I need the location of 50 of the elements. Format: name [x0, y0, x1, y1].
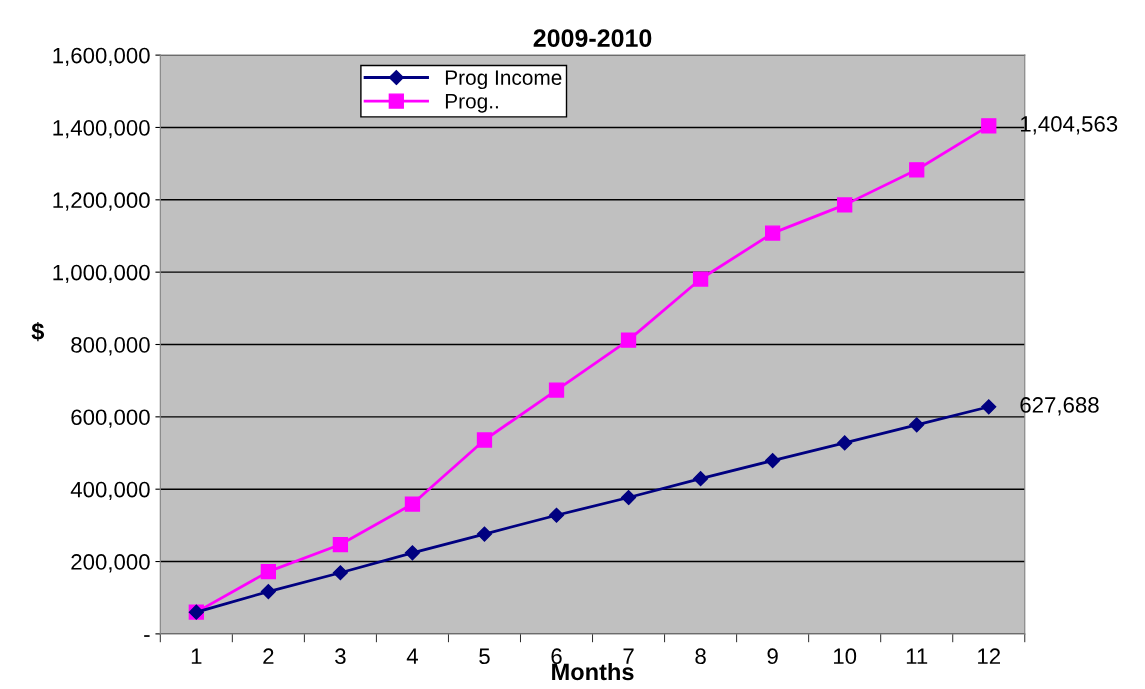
x-tick-label: 9 [767, 648, 778, 665]
point [548, 382, 565, 398]
y-tick-label: 800,000 [71, 337, 150, 356]
y-tick-label: 1,000,000 [53, 264, 150, 284]
x-tick-label: 6 [551, 648, 562, 665]
point [620, 489, 637, 506]
point [693, 471, 709, 487]
point [404, 545, 421, 561]
point [260, 583, 276, 600]
x-tick-label: 12 [978, 648, 1000, 664]
point [476, 432, 493, 448]
point [620, 332, 637, 348]
x-tick-label: 5 [479, 648, 490, 665]
point [260, 564, 276, 580]
point [548, 507, 565, 523]
point [332, 565, 348, 581]
legend-label: Prog.. [445, 94, 498, 113]
y-axis-title: $ [31, 322, 45, 342]
x-tick-label: 1 [191, 648, 202, 664]
y-tick-label: 400,000 [70, 481, 150, 501]
x-tick-label: 8 [695, 648, 706, 665]
point [909, 417, 925, 433]
y-tick-label: 1,400,000 [53, 120, 150, 139]
point [909, 162, 925, 178]
point [765, 453, 781, 469]
point [692, 271, 709, 287]
point [404, 496, 421, 512]
x-tick-label: 3 [335, 648, 346, 665]
point [981, 118, 997, 134]
chart-title: 2009-2010 [533, 29, 652, 48]
point [837, 435, 853, 451]
point [764, 225, 781, 241]
y-tick-label: 1,600,000 [53, 47, 150, 67]
x-tick-label: 7 [623, 648, 634, 664]
x-tick-label: 11 [906, 648, 928, 664]
point [332, 536, 349, 553]
x-tick-label: 4 [406, 648, 418, 664]
point [981, 399, 997, 415]
x-axis-title: Months [552, 662, 634, 681]
y-tick-label: 200,000 [71, 554, 150, 573]
y-tick-label: 1,200,000 [53, 192, 150, 211]
data-label: 1,404,563 [1021, 116, 1118, 135]
x-tick-label: 10 [834, 648, 857, 665]
data-label: 627,688 [1020, 397, 1099, 416]
legend-label: Prog Income [445, 70, 562, 90]
point [837, 197, 853, 213]
y-tick-label: - [144, 635, 150, 637]
point [476, 526, 493, 542]
y-tick-label: 600,000 [71, 409, 150, 428]
x-tick-label: 2 [263, 648, 274, 664]
